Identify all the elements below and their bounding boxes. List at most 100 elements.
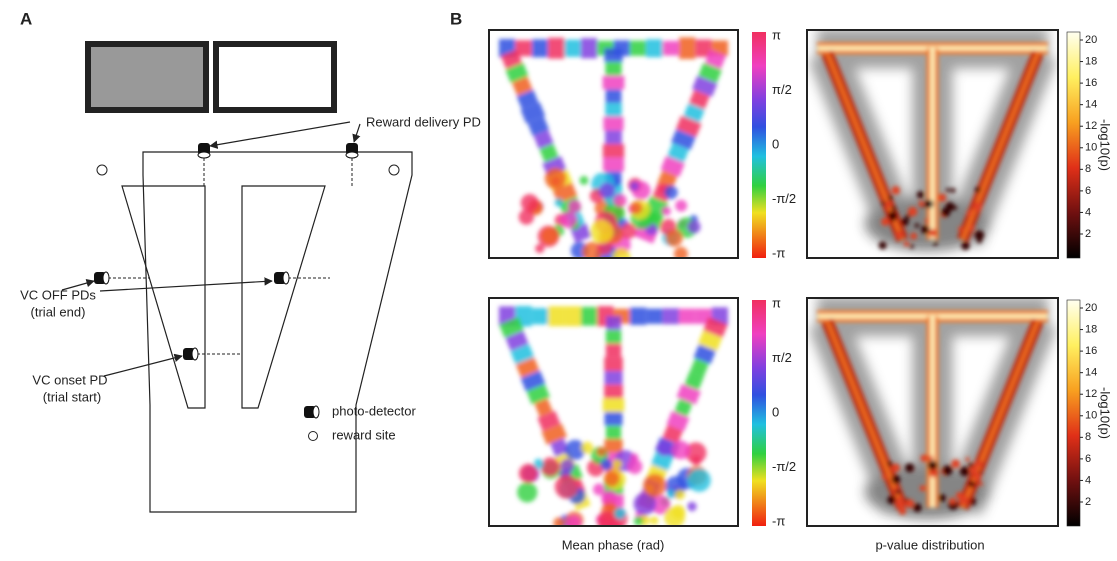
panel-label: B [450,9,462,28]
photo-detector [94,271,110,285]
phase-seg [534,398,553,417]
phase-seg [516,89,539,110]
maze-inner [121,185,206,409]
phase-patch [590,220,614,244]
phase-patch [671,440,691,460]
heat-map [807,30,1058,258]
phase-seg [541,423,568,446]
colorbar-tick-label: -π [772,245,785,260]
photo-detector [345,143,359,159]
caption: Mean phase (rad) [562,537,665,552]
maze-outline [142,151,413,513]
arrow [209,121,351,149]
colorbar-tick-label: π [772,27,781,42]
phase-seg [676,383,701,405]
colorbar-tick-label: 8 [1085,163,1091,175]
phase-seg [533,129,554,150]
spot [971,498,977,503]
phase-patch [564,439,586,461]
spot [891,205,896,211]
phase-patch [687,468,711,492]
phase-seg [704,49,727,70]
pd-lens [282,271,290,285]
phase-seg [683,102,705,123]
photo-detector [183,347,199,361]
spot [938,193,947,202]
phase-seg [660,155,685,177]
phase-patch [601,490,618,507]
phase-patch [687,501,697,512]
phase-patch [629,181,640,191]
spot [955,491,963,499]
phase-patch [599,182,615,199]
phase-seg [520,370,546,392]
phase-seg [526,383,551,405]
phase-patch [579,175,589,185]
map-frame [806,29,1059,259]
phase-patch [518,463,538,483]
phase-patch [554,474,579,499]
phase-patch [651,495,671,515]
phase-patch [649,516,659,525]
annotation: Reward delivery PD [366,114,481,129]
phase-patch [665,229,683,247]
phase-patch [629,201,643,215]
spot [910,232,918,240]
colorbar-tick-label: 16 [1085,345,1097,357]
spot [945,187,951,193]
photo-detector [304,405,320,419]
phase-patch [597,511,616,526]
ridge [817,42,1048,250]
phase-patch [685,442,707,464]
phase-seg [703,316,728,339]
spot [891,463,900,473]
arrow [99,277,273,292]
phase-patch [675,199,688,212]
spot [978,481,983,486]
spot [891,475,901,484]
spot [949,497,956,505]
spot [888,195,893,201]
spot [907,206,918,217]
phase-seg [674,398,693,417]
phase-seg [539,143,559,163]
colorbar [752,300,766,526]
phase-seg [552,182,578,204]
phase-patch [554,198,564,207]
colorbar-tick-label: 10 [1085,410,1097,422]
phase-seg [670,129,696,151]
phase-patch [566,515,582,526]
phase-seg [570,223,592,243]
phase-patch [664,185,678,200]
spot [966,210,973,217]
colorbar-tick-label: 12 [1085,388,1097,400]
spot [887,461,893,467]
colorbar-axis-label: -log10(p) [1098,119,1113,171]
spot [968,481,975,488]
spot [945,202,955,211]
spot [965,457,970,462]
pd-lens [197,151,211,159]
phase-patch [600,458,613,471]
arrow [103,353,183,377]
phase-seg [684,371,704,391]
heat-map [807,298,1058,526]
phase-seg [666,410,690,432]
colorbar-tick-label: 20 [1085,302,1097,314]
phase-patch [630,453,639,462]
colorbar-axis-label: -log10(p) [1098,387,1113,439]
colorbar-tick-label: π/2 [772,82,792,97]
map-frame [806,297,1059,527]
phase-patch [666,489,676,499]
spot [881,474,887,480]
spot [920,454,929,463]
screen [85,41,209,113]
spot [961,241,970,250]
colorbar-tick-label: 18 [1085,55,1097,67]
colorbar-tick-label: 6 [1085,185,1091,197]
spot [928,455,934,461]
phase-patch [582,241,603,258]
colorbar-tick-label: 4 [1085,206,1091,218]
phase-seg [505,62,529,84]
